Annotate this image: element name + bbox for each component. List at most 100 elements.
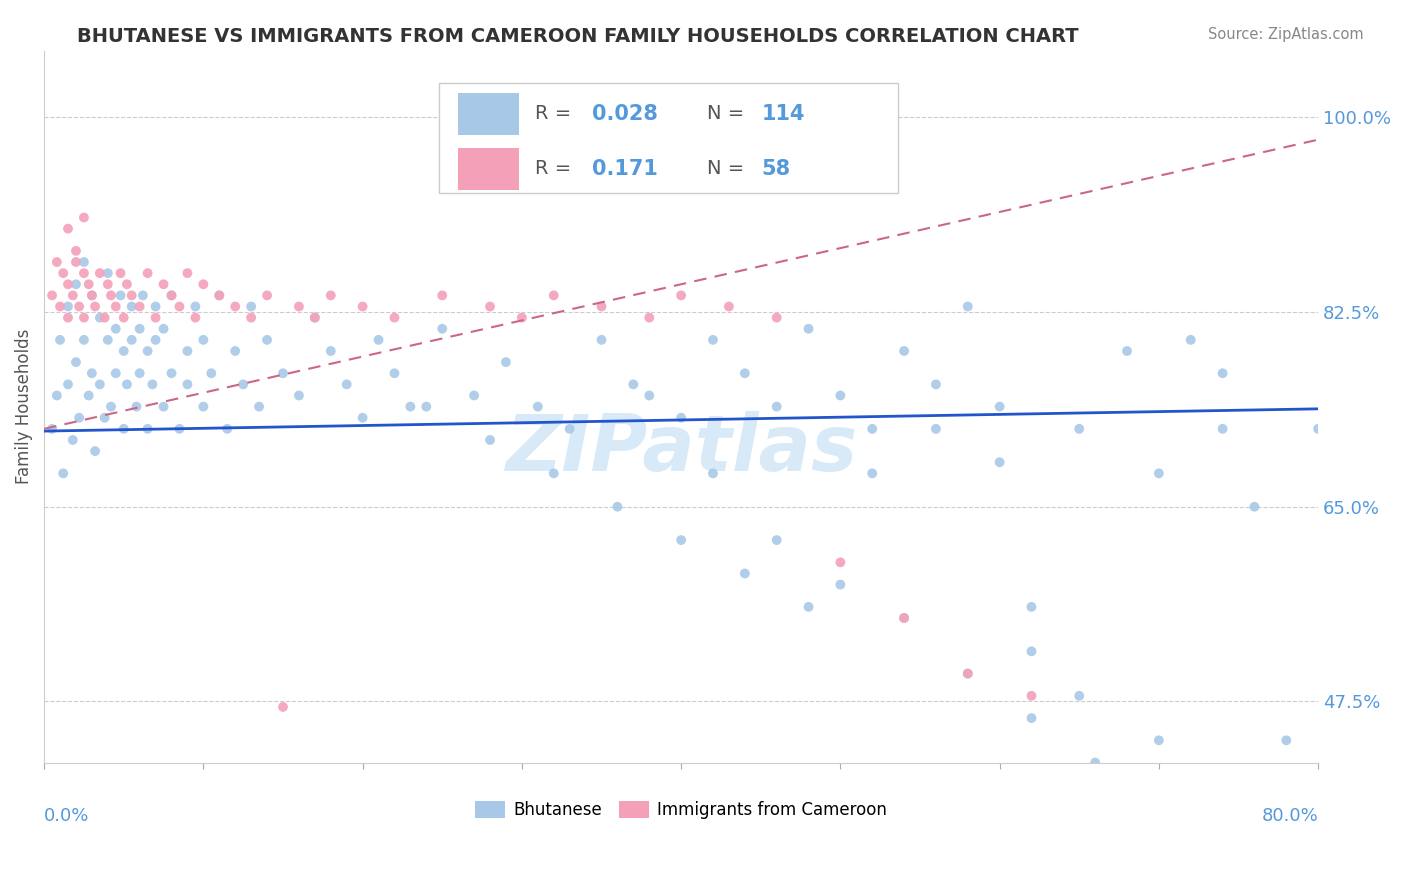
Point (319, 288, 342, 302)
Point (128, 366, 150, 380)
Point (145, 333, 167, 347)
Text: 0.0%: 0.0% (44, 807, 90, 825)
Point (319, 343, 342, 358)
Point (49, 300, 72, 314)
Point (925, 422, 948, 436)
Point (45, 388, 67, 402)
Point (1147, 733, 1170, 747)
Point (860, 422, 883, 436)
Point (1116, 343, 1139, 358)
Point (97, 333, 120, 347)
Point (1275, 733, 1298, 747)
Point (893, 343, 915, 358)
Point (56, 377, 79, 392)
Point (669, 288, 692, 302)
Text: 0.171: 0.171 (592, 159, 658, 178)
Point (669, 410, 692, 425)
Point (1069, 422, 1091, 436)
Point (97, 277, 120, 292)
Point (638, 388, 661, 402)
Point (830, 388, 852, 402)
Text: N =: N = (707, 104, 751, 123)
Point (89, 377, 111, 392)
Point (432, 288, 454, 302)
Point (479, 300, 502, 314)
Point (1180, 333, 1202, 347)
Point (97, 266, 120, 280)
Point (65, 255, 87, 269)
Point (224, 343, 246, 358)
Point (45, 255, 67, 269)
Point (169, 300, 191, 314)
Point (80, 288, 103, 302)
Point (136, 343, 159, 358)
Point (765, 400, 787, 414)
Point (193, 277, 215, 292)
Point (152, 277, 174, 292)
Point (52, 467, 75, 481)
Point (765, 533, 787, 547)
Point (208, 288, 231, 302)
Point (112, 310, 135, 325)
Point (288, 388, 311, 402)
Point (145, 300, 167, 314)
Point (56, 221, 79, 235)
Point (89, 266, 111, 280)
Point (128, 322, 150, 336)
Point (62, 433, 84, 447)
Point (606, 500, 628, 514)
Point (1243, 500, 1265, 514)
Point (591, 333, 613, 347)
Point (669, 533, 692, 547)
Point (100, 288, 122, 302)
Point (193, 400, 215, 414)
Point (893, 611, 915, 625)
Point (62, 288, 84, 302)
Point (184, 300, 207, 314)
Point (152, 400, 174, 414)
Point (145, 310, 167, 325)
Point (176, 266, 198, 280)
Point (152, 322, 174, 336)
Point (224, 300, 246, 314)
Point (591, 300, 613, 314)
Point (717, 300, 740, 314)
Point (765, 310, 787, 325)
Point (956, 666, 979, 681)
Point (110, 288, 132, 302)
Text: N =: N = (707, 160, 751, 178)
Point (56, 310, 79, 325)
Point (65, 355, 87, 369)
Point (271, 366, 294, 380)
Point (352, 410, 374, 425)
Point (169, 422, 191, 436)
Point (988, 400, 1011, 414)
Text: R =: R = (534, 104, 576, 123)
Legend: Bhutanese, Immigrants from Cameroon: Bhutanese, Immigrants from Cameroon (468, 794, 894, 825)
Point (734, 366, 756, 380)
Point (256, 288, 278, 302)
Point (621, 377, 644, 392)
Point (1021, 711, 1043, 725)
Point (176, 377, 198, 392)
Point (73, 310, 96, 325)
Point (256, 333, 278, 347)
Point (1084, 756, 1107, 770)
Point (797, 599, 820, 614)
Text: BHUTANESE VS IMMIGRANTS FROM CAMEROON FAMILY HOUSEHOLDS CORRELATION CHART: BHUTANESE VS IMMIGRANTS FROM CAMEROON FA… (77, 27, 1078, 45)
Point (136, 266, 159, 280)
Point (80, 288, 103, 302)
Point (432, 322, 454, 336)
Point (112, 343, 135, 358)
Point (77, 277, 100, 292)
Point (495, 355, 517, 369)
Point (56, 300, 79, 314)
Point (160, 288, 183, 302)
Point (702, 333, 724, 347)
Point (65, 277, 87, 292)
Point (73, 266, 96, 280)
Point (65, 244, 87, 258)
Point (1308, 422, 1330, 436)
Point (988, 455, 1011, 469)
Point (956, 300, 979, 314)
